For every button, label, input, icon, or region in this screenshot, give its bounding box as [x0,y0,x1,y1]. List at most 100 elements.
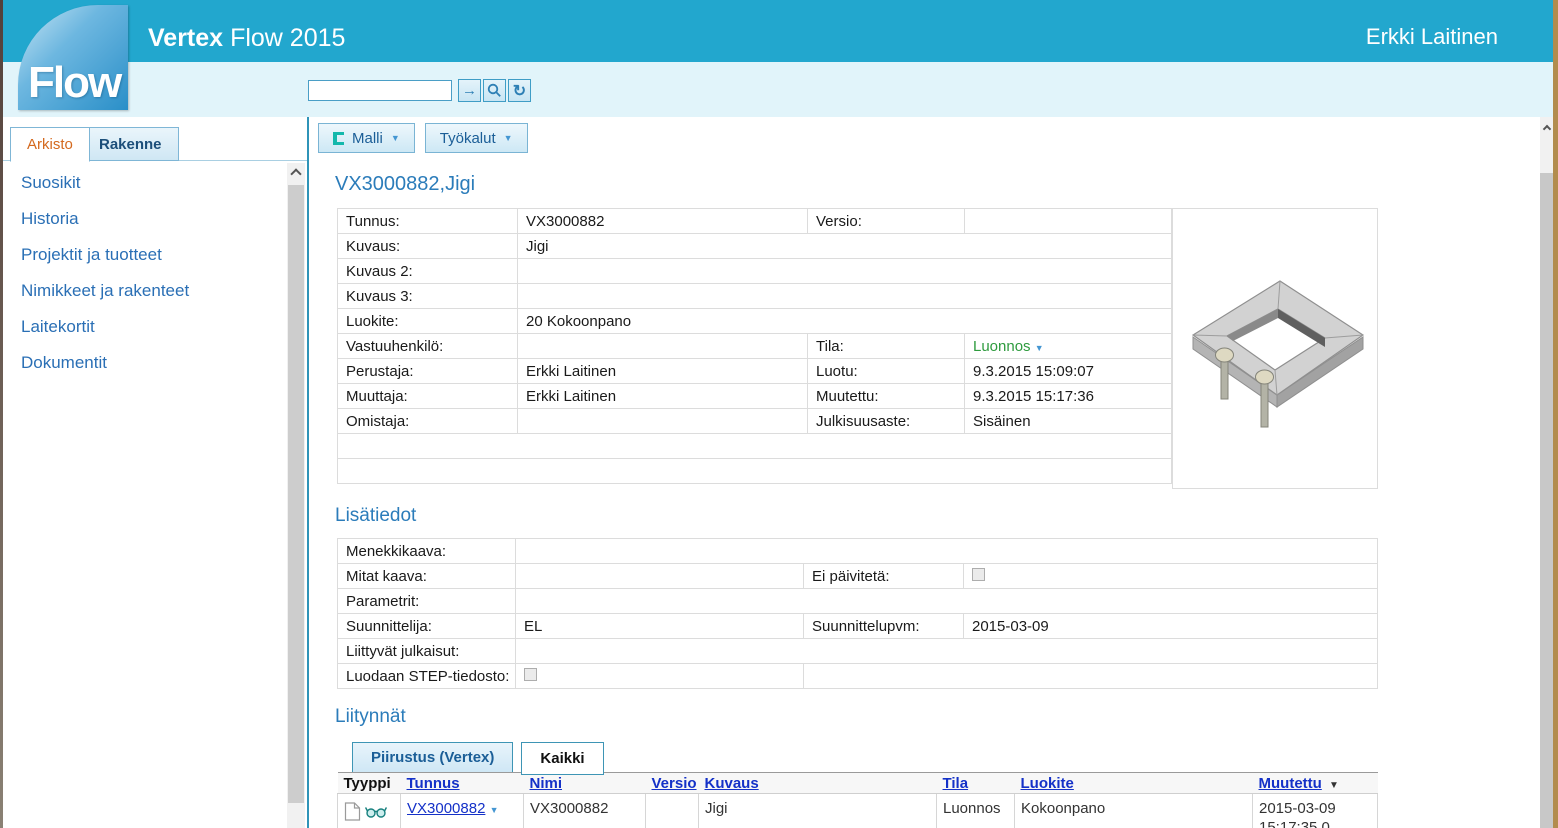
ei-paiviteta-checkbox[interactable] [972,567,985,581]
status-dropdown[interactable]: Luonnos ▼ [964,333,1172,359]
column-header-versio[interactable]: Versio [645,772,699,794]
table-row: Kuvaus 2: [337,258,1172,284]
chevron-down-icon: ▼ [1034,342,1044,353]
search-strip [0,62,1553,117]
app-header: Vertex Flow 2015 Erkki Laitinen [0,0,1553,62]
column-header-tunnus[interactable]: Tunnus [400,772,524,794]
table-row: Perustaja: Erkki Laitinen Luotu: 9.3.201… [337,358,1172,384]
column-header-label: Muutettu [1258,774,1322,792]
status-badge: Luonnos [973,337,1031,355]
page-scrollbar[interactable] [1540,117,1553,828]
field-label: Vastuuhenkilö: [337,333,518,359]
column-header-label: Nimi [529,774,563,792]
field-value: 9.3.2015 15:17:36 [964,383,1172,409]
field-value [517,333,808,359]
field-value [517,258,1172,284]
model-bracket-icon [333,131,344,145]
jig-3d-model-image [1191,279,1365,427]
table-row: Parametrit: [337,588,1378,614]
model-thumbnail[interactable] [1172,208,1378,489]
scroll-up-icon[interactable] [1542,124,1551,134]
column-header-tila[interactable]: Tila [936,772,1015,794]
field-label: Mitat kaava: [337,563,516,589]
tab-piirustus-vertex[interactable]: Piirustus (Vertex) [352,742,514,773]
search-button[interactable] [483,79,506,102]
column-header-label: Tunnus [406,774,460,792]
step-tiedosto-checkbox[interactable] [524,667,537,681]
field-label: Kuvaus 2: [337,258,518,284]
tila-cell: Luonnos [936,793,1015,828]
field-value: 2015-03-09 [963,613,1378,639]
tab-arkisto-label: Arkisto [27,136,73,153]
chevron-down-icon[interactable]: ▼ [489,805,499,815]
table-row: Liittyvät julkaisut: [337,638,1378,664]
table-row: Kuvaus 3: [337,283,1172,309]
field-value: Sisäinen [964,408,1172,434]
lisatiedot-heading: Lisätiedot [335,505,417,526]
sidebar-item-nimikkeet[interactable]: Nimikkeet ja rakenteet [21,281,190,300]
chevron-down-icon: ▼ [503,133,513,143]
tab-kaikki[interactable]: Kaikki [521,742,604,775]
field-label: Menekkikaava: [337,538,516,564]
sidebar-item-dokumentit[interactable]: Dokumentit [21,353,107,372]
type-cell [337,793,401,828]
column-header-nimi[interactable]: Nimi [523,772,646,794]
sidebar-scrollbar[interactable] [287,163,305,828]
toolbar: Malli ▼ Työkalut ▼ [318,123,528,153]
column-header-muutettu[interactable]: Muutettu ▼ [1252,772,1378,794]
glasses-icon [365,807,388,818]
search-reset-button[interactable]: ↻ [508,79,531,102]
field-label: Kuvaus: [337,233,518,259]
empty-cell [337,458,1172,484]
tab-arkisto[interactable]: Arkisto [10,127,90,162]
search-input[interactable] [308,80,452,101]
sidebar-item-suosikit[interactable]: Suosikit [21,173,81,192]
column-header-label: Tyyppi [343,774,391,792]
main-content: Malli ▼ Työkalut ▼ VX3000882,Jigi Tunnus… [310,117,1540,828]
liitynnat-table: Tyyppi Tunnus Nimi Versio Kuvaus Tila Lu… [337,772,1378,828]
tab-rakenne[interactable]: Rakenne [82,127,179,161]
field-label: Suunnittelupvm: [803,613,964,639]
table-row: VX3000882 ▼ VX3000882 Jigi Luonnos Kokoo… [337,793,1378,828]
current-user-name[interactable]: Erkki Laitinen [1365,24,1498,49]
sidebar-menu: Suosikit Historia Projektit ja tuotteet … [3,165,283,381]
sidebar-item-projektit[interactable]: Projektit ja tuotteet [21,245,162,264]
field-label: Perustaja: [337,358,518,384]
item-link[interactable]: VX3000882 [407,800,486,817]
page-scrollbar-thumb[interactable] [1540,173,1553,828]
field-label: Tila: [807,333,965,359]
field-value [517,408,808,434]
luokite-cell: Kokoonpano [1014,793,1253,828]
table-row: Luodaan STEP-tiedosto: [337,663,1378,689]
table-row: Mitat kaava: Ei päivitetä: [337,563,1378,589]
table-row: Muuttaja: Erkki Laitinen Muutettu: 9.3.2… [337,383,1172,409]
field-label: Kuvaus 3: [337,283,518,309]
malli-menu-button[interactable]: Malli ▼ [318,123,415,153]
search-go-button[interactable]: → [458,79,481,102]
lisatiedot-table: Menekkikaava: Mitat kaava: Ei päivitetä:… [337,538,1378,689]
field-value: Erkki Laitinen [517,383,808,409]
tab-rakenne-label: Rakenne [99,135,162,153]
sidebar-scrollbar-thumb[interactable] [288,185,304,803]
table-row: Suunnittelija: EL Suunnittelupvm: 2015-0… [337,613,1378,639]
sort-descending-icon: ▼ [1328,779,1339,791]
column-header-luokite[interactable]: Luokite [1014,772,1253,794]
sidebar-item-laitekortit[interactable]: Laitekortit [21,317,95,336]
sidebar-item-historia[interactable]: Historia [21,209,79,228]
scroll-up-icon[interactable] [290,168,302,180]
window-left-edge [0,0,3,828]
column-header-label: Kuvaus [704,774,759,792]
field-value [964,208,1172,234]
tyokalut-menu-button[interactable]: Työkalut ▼ [424,123,528,153]
versio-cell [645,793,699,828]
field-label: Muuttaja: [337,383,518,409]
column-header-kuvaus[interactable]: Kuvaus [698,772,937,794]
table-row: Omistaja: Julkisuusaste: Sisäinen [337,408,1172,434]
field-label: Versio: [807,208,965,234]
field-value: 20 Kokoonpano [517,308,1172,334]
flow-logo-text: Flow [28,58,122,107]
table-row [337,433,1172,459]
item-details-table: Tunnus: VX3000882 Versio: Kuvaus: Jigi K… [337,208,1172,484]
field-label: Omistaja: [337,408,518,434]
field-label: Muutettu: [807,383,965,409]
